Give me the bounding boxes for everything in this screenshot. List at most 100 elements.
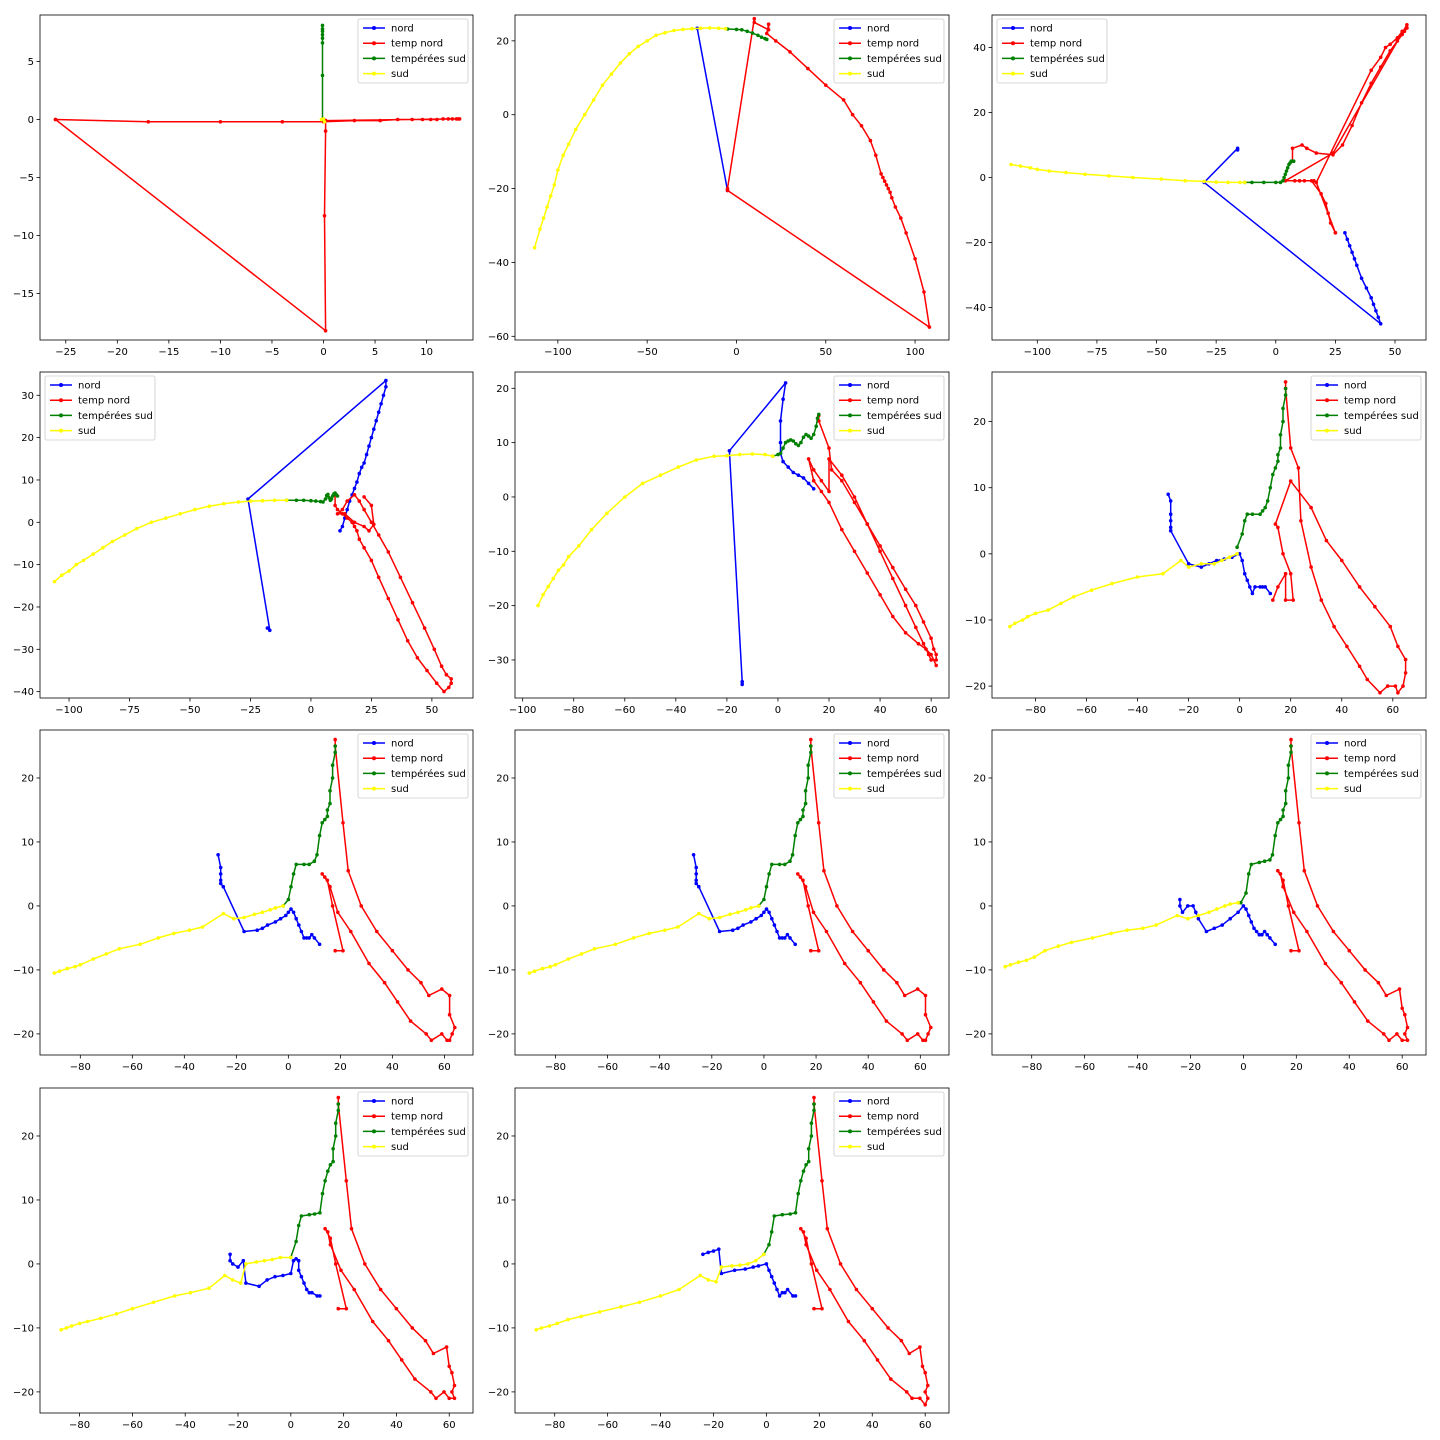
x-tick-label: 60 xyxy=(438,1062,451,1073)
legend-label: sud xyxy=(1344,426,1362,437)
legend-box xyxy=(833,1091,945,1157)
data-point xyxy=(811,478,816,483)
data-point xyxy=(164,516,168,520)
data-point xyxy=(218,865,223,870)
x-tick-label: −20 xyxy=(716,705,737,716)
data-point xyxy=(1288,446,1293,450)
data-point xyxy=(1236,900,1240,905)
legend-marker xyxy=(1325,741,1329,745)
data-point xyxy=(307,936,312,940)
series-temp-nord xyxy=(1283,23,1409,235)
data-point xyxy=(323,129,328,133)
data-point xyxy=(556,568,561,573)
data-point xyxy=(532,245,537,250)
x-tick-label: 50 xyxy=(1389,347,1402,358)
data-point xyxy=(772,1281,777,1285)
subplot-6: −80 −60 −40 −20 0 20 40 60 −20 −10 0 10 20 nord temp n… xyxy=(965,371,1427,716)
data-point xyxy=(321,117,326,121)
data-point xyxy=(317,833,322,838)
data-point xyxy=(326,492,330,497)
data-point xyxy=(1262,929,1267,934)
data-point xyxy=(257,1284,261,1289)
x-tick-label: −50 xyxy=(637,347,658,358)
data-point xyxy=(766,22,771,27)
data-point xyxy=(547,1324,552,1328)
data-point xyxy=(719,1265,724,1269)
data-point xyxy=(289,884,293,889)
legend-marker xyxy=(848,786,852,791)
x-tick-label: 20 xyxy=(1290,1062,1303,1073)
data-point xyxy=(923,1390,927,1394)
data-point xyxy=(1130,175,1135,180)
data-point xyxy=(767,872,771,876)
data-point xyxy=(1018,164,1023,168)
series-line xyxy=(54,499,287,583)
y-tick-label: −20 xyxy=(488,1029,509,1040)
data-point xyxy=(1333,231,1338,235)
data-point xyxy=(1204,929,1209,934)
data-point xyxy=(1212,562,1216,566)
series-line xyxy=(537,453,773,606)
y-tick-label: −20 xyxy=(13,1387,34,1398)
data-point xyxy=(1378,55,1383,60)
data-point xyxy=(352,493,357,497)
data-point xyxy=(1309,505,1313,510)
y-tick-label: −20 xyxy=(965,238,986,249)
data-point xyxy=(1191,904,1195,908)
data-point xyxy=(1215,907,1219,911)
legend-box xyxy=(1310,375,1422,441)
data-point xyxy=(207,504,212,509)
data-point xyxy=(891,565,895,570)
legend-marker xyxy=(848,383,852,387)
x-tick-label: −60 xyxy=(597,1420,618,1431)
data-point xyxy=(1257,932,1262,937)
data-point xyxy=(228,1252,232,1257)
data-point xyxy=(859,124,864,128)
data-point xyxy=(904,1390,909,1394)
data-point xyxy=(775,929,779,934)
legend-label: temp nord xyxy=(78,396,130,407)
data-point xyxy=(1183,179,1187,183)
data-point xyxy=(798,817,803,822)
data-point xyxy=(301,498,306,503)
data-point xyxy=(386,1338,391,1343)
data-point xyxy=(1393,684,1398,688)
data-point xyxy=(772,923,777,927)
data-point xyxy=(1283,571,1288,576)
legend-box xyxy=(996,18,1108,84)
data-point xyxy=(1223,904,1227,908)
data-point xyxy=(816,821,821,825)
data-point xyxy=(1235,545,1239,549)
data-point xyxy=(732,1268,737,1273)
legend-label: sud xyxy=(1344,784,1362,795)
data-point xyxy=(1281,808,1285,812)
legend: nord temp nord tempérées sud sud xyxy=(833,733,945,799)
data-point xyxy=(1141,926,1145,931)
data-point xyxy=(376,410,381,415)
data-point xyxy=(1069,940,1074,945)
data-point xyxy=(931,647,936,651)
data-point xyxy=(573,127,578,132)
legend-label: nord xyxy=(1030,24,1053,35)
data-point xyxy=(746,1262,750,1266)
data-point xyxy=(223,1273,227,1278)
legend-label: temp nord xyxy=(867,754,919,765)
data-point xyxy=(1357,585,1362,589)
data-point xyxy=(1297,948,1301,953)
data-point xyxy=(1260,932,1264,937)
data-point xyxy=(442,689,446,694)
data-point xyxy=(551,576,556,581)
data-point xyxy=(1258,585,1262,589)
data-point xyxy=(349,1226,354,1231)
x-tick-label: −60 xyxy=(1074,1062,1095,1073)
x-tick-label: 0 xyxy=(763,1420,769,1431)
data-point xyxy=(1268,591,1273,596)
data-point xyxy=(1235,146,1240,151)
data-point xyxy=(1159,177,1164,181)
data-point xyxy=(812,1095,816,1100)
data-point xyxy=(780,1290,785,1295)
data-point xyxy=(723,26,728,31)
data-point xyxy=(918,1396,922,1401)
data-point xyxy=(803,789,808,793)
